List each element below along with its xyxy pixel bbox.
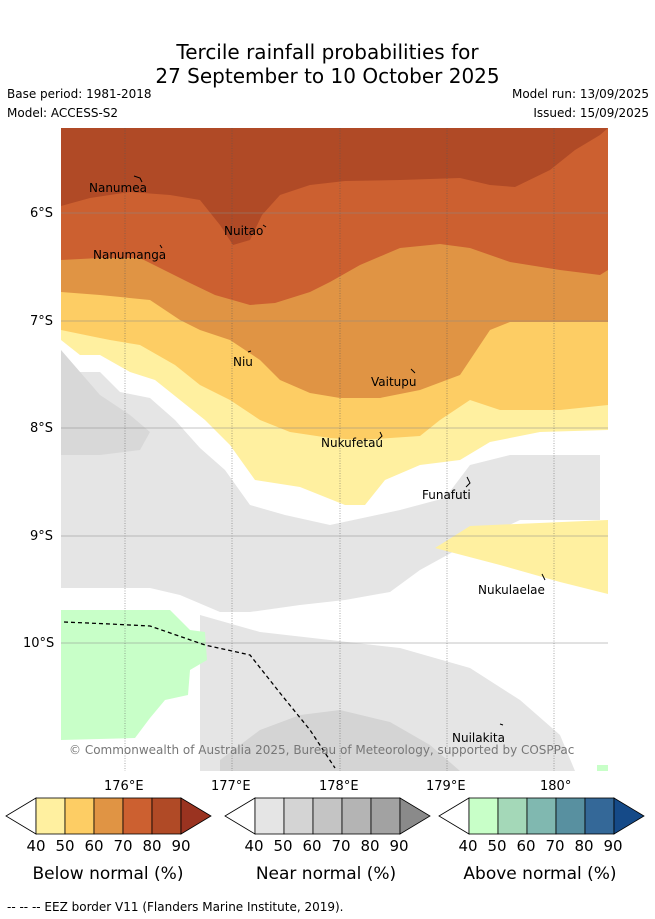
colorbar-swatch	[526, 797, 557, 835]
below-normal-80-band	[61, 128, 608, 245]
colorbar-swatch	[35, 797, 66, 835]
near-normal-50-region	[61, 350, 150, 455]
lat-tick-6s: 6°S	[30, 206, 54, 221]
map-title-line-2: 27 September to 10 October 2025	[155, 64, 500, 88]
colorbar-tick: 80	[142, 837, 162, 855]
colorbar-swatch	[312, 797, 343, 835]
colorbar-swatch	[254, 797, 285, 835]
colorbar-below-normal	[5, 797, 212, 835]
lat-tick-9s: 9°S	[30, 529, 54, 544]
base-period: Base period: 1981-2018	[7, 87, 152, 101]
model-name: Model: ACCESS-S2	[7, 106, 119, 120]
colorbar-swatch	[341, 797, 372, 835]
colorbar-extend-high	[180, 797, 212, 835]
colorbar-tick: 90	[389, 837, 409, 855]
colorbar-tick: 60	[516, 837, 536, 855]
colorbar-near-label: Near normal (%)	[255, 864, 397, 884]
near-normal-40-region	[61, 360, 600, 612]
lat-tick-8s: 8°S	[30, 421, 54, 436]
lon-tick-178e: 178°E	[319, 779, 359, 794]
island-markers	[133, 175, 546, 726]
colorbar-tick: 50	[273, 837, 293, 855]
colorbar-tick: 60	[302, 837, 322, 855]
colorbar-above-ticks: 40 50 60 70 80 90	[453, 838, 633, 856]
colorbar-extend-high	[613, 797, 645, 835]
colorbar-tick: 70	[545, 837, 565, 855]
colorbar-swatch	[122, 797, 153, 835]
colorbar-below-ticks: 40 50 60 70 80 90	[21, 838, 201, 856]
colorbar-swatch	[584, 797, 615, 835]
colorbar-above-label: Above normal (%)	[463, 864, 617, 884]
colorbar-swatch	[497, 797, 528, 835]
lat-tick-7s: 7°S	[30, 314, 54, 329]
colorbar-tick: 60	[84, 837, 104, 855]
issued-date: Issued: 15/09/2025	[533, 106, 649, 120]
colorbars	[5, 797, 645, 835]
eez-border	[63, 621, 336, 769]
lon-tick-180: 180°	[540, 779, 572, 794]
eez-legend: -- -- -- EEZ border V11 (Flanders Marine…	[7, 900, 344, 914]
colorbar-tick: 40	[244, 837, 264, 855]
lat-tick-10s: 10°S	[23, 636, 55, 651]
probability-fields	[61, 128, 608, 771]
colorbar-swatch	[283, 797, 314, 835]
colorbar-swatch	[151, 797, 182, 835]
above-normal-40-region	[61, 610, 207, 740]
colorbar-near-normal	[224, 797, 431, 835]
below-normal-40-east	[435, 520, 608, 594]
model-run: Model run: 13/09/2025	[511, 87, 649, 101]
lon-tick-179e: 179°E	[426, 779, 466, 794]
colorbar-swatch	[64, 797, 95, 835]
colorbar-swatch	[93, 797, 124, 835]
map-title-line-1: Tercile rainfall probabilities for	[176, 40, 479, 64]
colorbar-tick: 80	[360, 837, 380, 855]
colorbar-extend-low	[438, 797, 470, 835]
lon-tick-176e: 176°E	[104, 779, 144, 794]
colorbar-extend-low	[5, 797, 37, 835]
colorbar-above-normal	[438, 797, 645, 835]
colorbar-tick: 90	[603, 837, 623, 855]
colorbar-tick: 40	[26, 837, 46, 855]
colorbar-tick: 70	[113, 837, 133, 855]
colorbar-extend-high	[399, 797, 431, 835]
colorbar-tick: 40	[458, 837, 478, 855]
colorbar-tick: 70	[331, 837, 351, 855]
colorbar-tick: 50	[487, 837, 507, 855]
colorbar-tick: 80	[574, 837, 594, 855]
colorbar-near-ticks: 40 50 60 70 80 90	[239, 838, 419, 856]
lon-tick-177e: 177°E	[211, 779, 251, 794]
graticule	[124, 128, 555, 771]
colorbar-extend-low	[224, 797, 256, 835]
colorbar-swatch	[468, 797, 499, 835]
colorbar-swatch	[370, 797, 401, 835]
colorbar-below-label: Below normal (%)	[32, 864, 184, 884]
latitude-lines	[61, 212, 608, 644]
colorbar-tick: 90	[171, 837, 191, 855]
colorbar-tick: 50	[55, 837, 75, 855]
colorbar-swatch	[555, 797, 586, 835]
above-normal-40-corner	[597, 765, 608, 771]
